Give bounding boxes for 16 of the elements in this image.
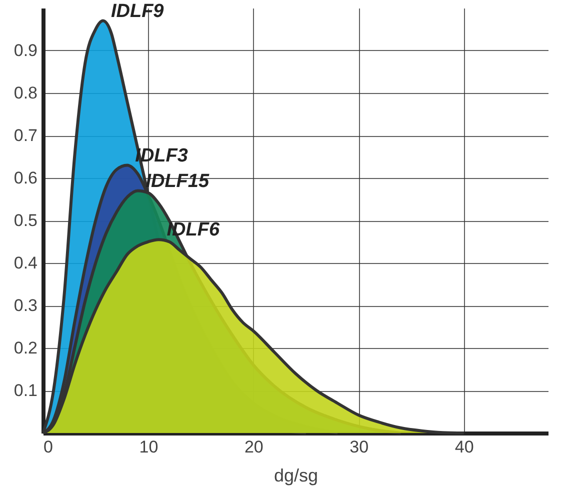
x-tick-label: 10 (139, 438, 158, 456)
x-tick-label: 20 (244, 438, 264, 456)
x-tick-label: 30 (350, 438, 369, 456)
x-tick-label: 0 (44, 438, 53, 456)
series-label: IDLF9 (110, 0, 164, 22)
y-tick-label: 0.1 (14, 381, 38, 400)
x-tick-label: 40 (454, 438, 474, 456)
x-axis-title: dg/sg (274, 466, 318, 486)
y-tick-label: 0.2 (14, 338, 38, 358)
y-tick-label: 0.3 (14, 296, 38, 315)
y-tick-label: 0.4 (14, 254, 38, 272)
y-tick-label: 0.5 (14, 211, 38, 230)
y-tick-label: 0.8 (14, 84, 38, 102)
y-tick-label: 0.6 (14, 168, 38, 188)
y-tick-label: 0.9 (14, 41, 38, 60)
y-tick-label: 0.7 (14, 126, 38, 145)
